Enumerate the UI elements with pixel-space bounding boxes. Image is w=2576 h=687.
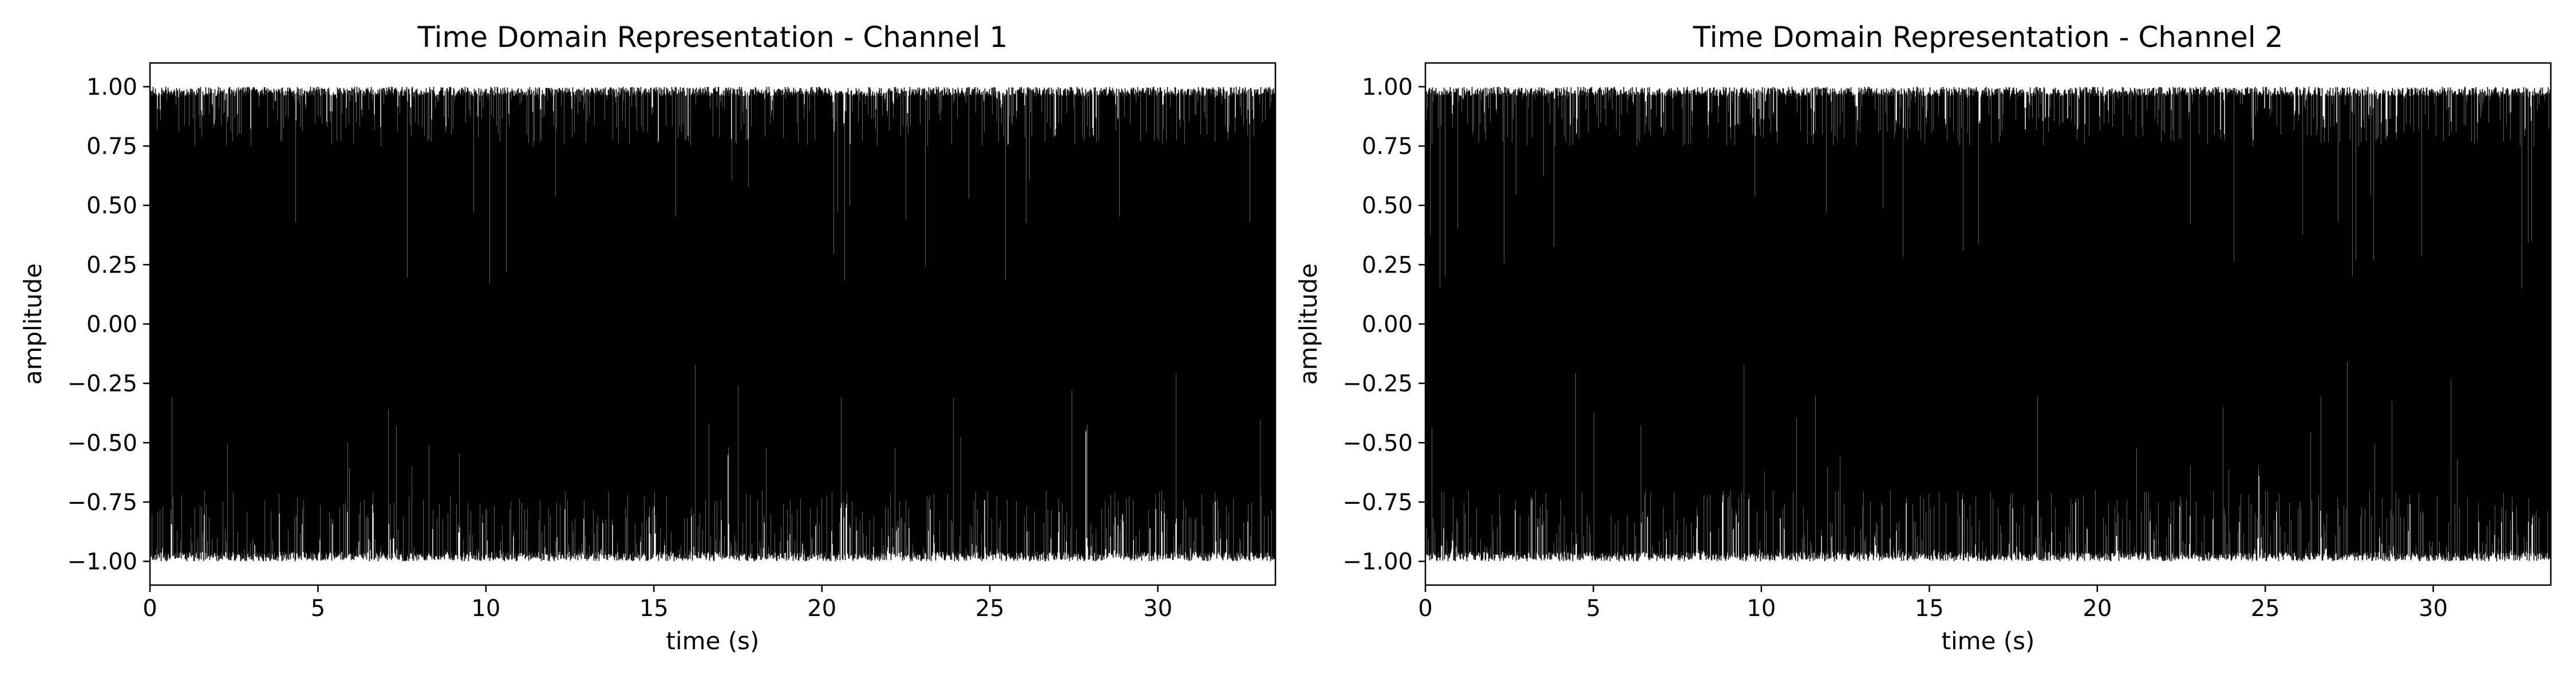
- x-tick-label: 25: [2251, 595, 2280, 622]
- y-tick-label: −0.75: [67, 489, 137, 516]
- x-tick-label: 15: [1915, 595, 1944, 622]
- x-tick-label: 25: [975, 595, 1005, 622]
- x-tick-label: 30: [1143, 595, 1172, 622]
- y-tick-label: 0.25: [1362, 252, 1413, 278]
- x-tick-label: 10: [471, 595, 500, 622]
- y-tick-label: 0.75: [86, 133, 137, 160]
- x-axis-label: time (s): [666, 627, 760, 655]
- y-tick-label: 1.00: [1362, 74, 1413, 100]
- chart-panel-1: 0 5 10 15 20 25 30 −1.00 −0.75 −0.50 −0.25 0.00 0.25…: [19, 21, 1277, 655]
- y-tick-label: 0.75: [1362, 133, 1413, 160]
- y-tick-label: 0.00: [86, 311, 137, 338]
- y-tick-label: −0.25: [1342, 371, 1413, 397]
- x-tick-label: 30: [2419, 595, 2448, 622]
- y-tick-label: 0.25: [86, 252, 137, 278]
- y-tick-label: −0.25: [67, 371, 137, 397]
- x-tick-label: 10: [1747, 595, 1776, 622]
- y-axis-label: amplitude: [19, 263, 47, 385]
- y-tick-label: 0.50: [86, 193, 137, 219]
- x-tick-label: 0: [1418, 595, 1432, 622]
- waveform-series-channel-2: [1425, 86, 2551, 562]
- x-tick-label: 0: [143, 595, 157, 622]
- y-tick-label: 0.50: [1362, 193, 1413, 219]
- chart-panel-2: 0 5 10 15 20 25 30 −1.00 −0.75 −0.50 −0.25 0.00 0.25…: [1294, 21, 2552, 655]
- x-axis-label: time (s): [1942, 627, 2035, 655]
- y-tick-label: −1.00: [1342, 549, 1413, 575]
- chart-title: Time Domain Representation - Channel 2: [1693, 21, 2283, 54]
- y-tick-label: −1.00: [67, 549, 137, 575]
- y-tick-label: −0.50: [1342, 430, 1413, 456]
- y-tick-label: −0.75: [1342, 489, 1413, 516]
- y-axis-label: amplitude: [1294, 263, 1322, 385]
- x-tick-label: 5: [311, 595, 325, 622]
- waveform-series-channel-1: [150, 86, 1275, 562]
- chart-title: Time Domain Representation - Channel 1: [417, 21, 1008, 54]
- y-tick-label: −0.50: [67, 430, 137, 456]
- y-tick-label: 1.00: [86, 74, 137, 100]
- y-tick-label: 0.00: [1362, 311, 1413, 338]
- x-tick-label: 15: [639, 595, 669, 622]
- x-tick-label: 20: [2083, 595, 2112, 622]
- x-tick-label: 20: [807, 595, 836, 622]
- x-tick-label: 5: [1586, 595, 1601, 622]
